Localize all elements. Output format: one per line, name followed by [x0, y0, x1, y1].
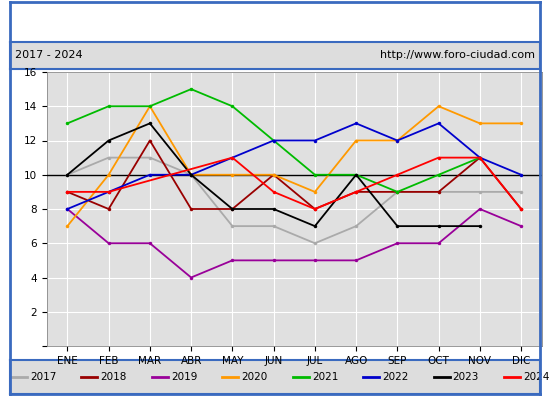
Text: 2017 - 2024: 2017 - 2024 [15, 50, 83, 60]
Text: 2019: 2019 [171, 372, 197, 382]
Text: 2024: 2024 [523, 372, 549, 382]
Text: 2018: 2018 [101, 372, 127, 382]
Text: http://www.foro-ciudad.com: http://www.foro-ciudad.com [380, 50, 535, 60]
Text: 2020: 2020 [241, 372, 268, 382]
Text: 2023: 2023 [453, 372, 479, 382]
Text: 2022: 2022 [382, 372, 409, 382]
Text: Evolucion del paro registrado en Parada de Rubiales: Evolucion del paro registrado en Parada … [69, 14, 481, 28]
Text: 2017: 2017 [30, 372, 57, 382]
Text: 2021: 2021 [312, 372, 338, 382]
